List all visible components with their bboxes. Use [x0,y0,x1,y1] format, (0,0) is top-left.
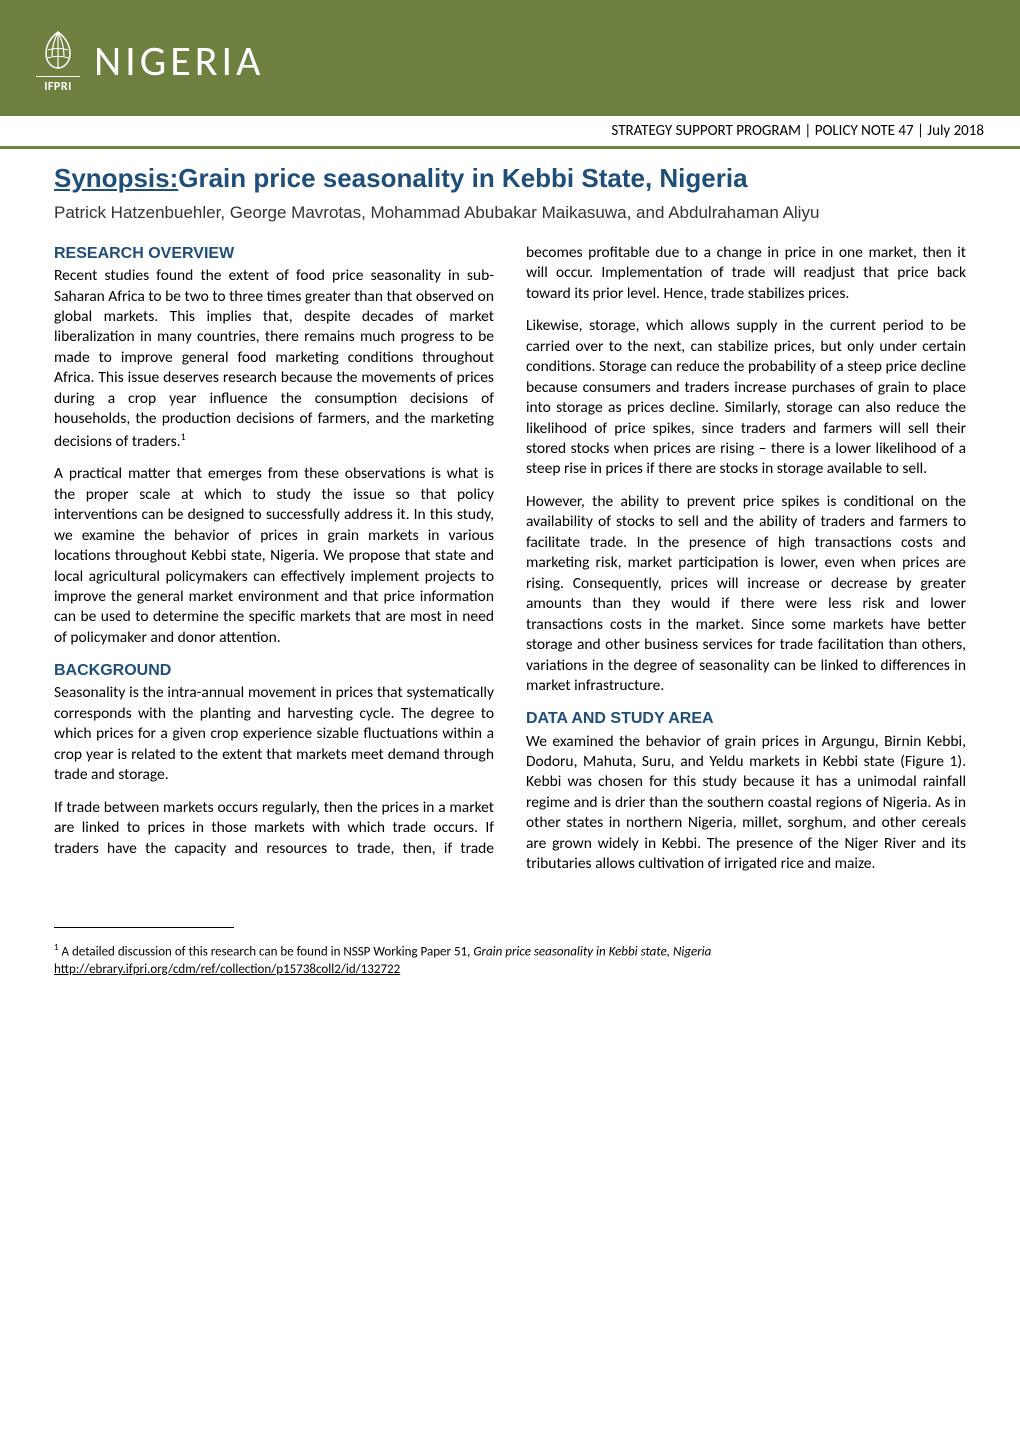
footnote: 1 A detailed discussion of this research… [0,942,1020,1008]
title-main: Grain price seasonality in Kebbi State, … [178,163,747,193]
body-columns: RESEARCH OVERVIEW Recent studies found t… [54,243,966,875]
para-ro-1: Recent studies found the extent of food … [54,266,494,452]
logo-block: IFPRI NIGERIA [36,28,984,94]
ifpri-leaf-icon [36,28,80,72]
heading-background: BACKGROUND [54,660,494,681]
sub-banner: STRATEGY SUPPORT PROGRAM | POLICY NOTE 4… [0,116,1020,149]
footnote-link[interactable]: http://ebrary.ifpri.org/cdm/ref/collecti… [54,962,400,977]
para-bg-3: Likewise, storage, which allows supply i… [526,316,966,480]
footnote-text-a: A detailed discussion of this research c… [59,944,474,959]
heading-data-study: DATA AND STUDY AREA [526,708,966,729]
authors: Patrick Hatzenbuehler, George Mavrotas, … [54,202,966,225]
footnote-rule [54,927,234,928]
footnote-italic: Grain price seasonality in Kebbi state, … [473,944,711,959]
title-wrap: Synopsis:Grain price seasonality in Kebb… [54,163,966,194]
para-bg-4: However, the ability to prevent price sp… [526,492,966,697]
footnote-ref-1: 1 [181,430,186,443]
heading-research-overview: RESEARCH OVERVIEW [54,243,494,264]
synopsis-label: Synopsis: [54,163,178,193]
para-bg-1: Seasonality is the intra-annual movement… [54,683,494,785]
content-area: Synopsis:Grain price seasonality in Kebb… [0,149,1020,899]
logo-ifpri-text: IFPRI [36,76,80,94]
para-ro-2: A practical matter that emerges from the… [54,464,494,648]
program-meta: STRATEGY SUPPORT PROGRAM | POLICY NOTE 4… [611,122,984,140]
logo-icon-wrap: IFPRI [36,28,80,94]
header-banner: IFPRI NIGERIA [0,0,1020,116]
para-ro-1-text: Recent studies found the extent of food … [54,266,494,451]
logo-country-text: NIGERIA [94,36,264,87]
para-ds-1: We examined the behavior of grain prices… [526,732,966,875]
